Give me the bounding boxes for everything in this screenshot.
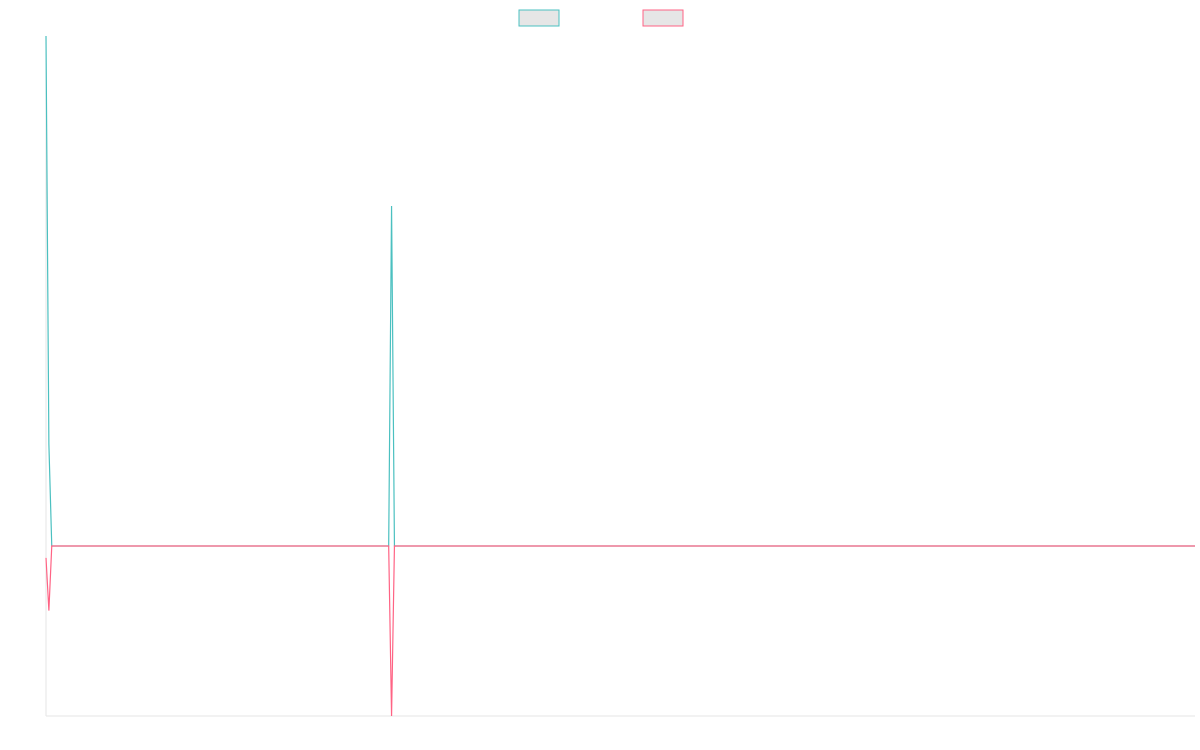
legend-swatch-1 [518, 9, 560, 27]
series-layer [45, 35, 1195, 717]
legend[interactable] [518, 9, 684, 27]
series-line-1 [45, 35, 1195, 547]
axes [45, 36, 1195, 717]
series-line-2 [45, 545, 1195, 717]
legend-item-1[interactable] [518, 9, 560, 27]
legend-item-2[interactable] [642, 9, 684, 27]
legend-swatch-2 [642, 9, 684, 27]
